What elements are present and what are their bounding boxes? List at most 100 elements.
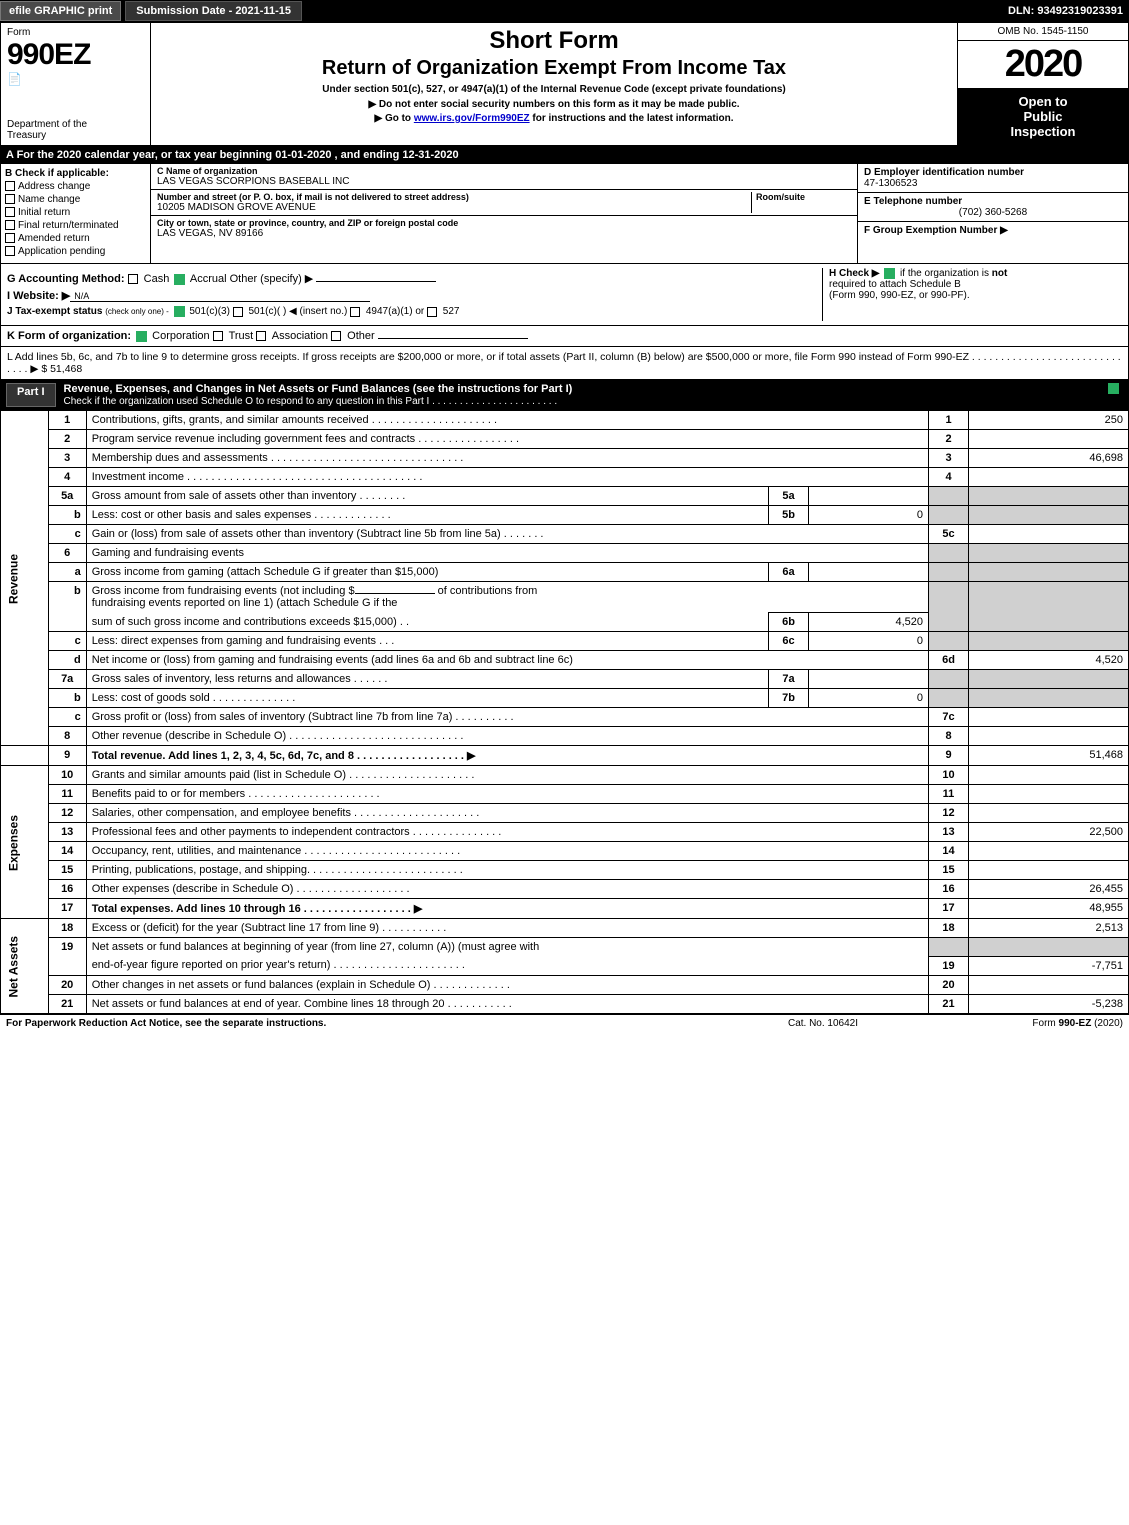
part1-check-icon[interactable] (1108, 383, 1119, 394)
subcol: 6c (769, 632, 809, 651)
subtitle-3: ▶ Go to www.irs.gov/Form990EZ for instru… (159, 113, 949, 124)
k-label: K Form of organization: (7, 330, 131, 342)
desc: Net assets or fund balances at beginning… (86, 938, 928, 957)
chk-assoc[interactable] (256, 331, 266, 341)
chk-address[interactable]: Address change (5, 181, 146, 192)
rval (969, 975, 1129, 994)
chk-accrual[interactable] (174, 274, 185, 285)
lnum: 12 (48, 804, 86, 823)
subval: 4,520 (809, 613, 929, 632)
rnum: 12 (929, 804, 969, 823)
desc: Membership dues and assessments . . . . … (86, 449, 928, 468)
rval: 26,455 (969, 880, 1129, 899)
efile-print-button[interactable]: efile GRAPHIC print (0, 1, 121, 21)
submission-date-button[interactable]: Submission Date - 2021-11-15 (125, 1, 302, 21)
desc: Grants and similar amounts paid (list in… (86, 766, 928, 785)
rnum: 18 (929, 919, 969, 938)
room-label: Room/suite (756, 192, 851, 202)
part1-title: Revenue, Expenses, and Changes in Net As… (64, 383, 1108, 407)
lnum: a (48, 563, 86, 582)
table-row: b Less: cost or other basis and sales ex… (1, 506, 1129, 525)
c-city-block: City or town, state or province, country… (151, 216, 857, 241)
sub3-post: for instructions and the latest informat… (530, 113, 734, 124)
rval: 250 (969, 411, 1129, 430)
shade (929, 563, 969, 582)
subcol: 6a (769, 563, 809, 582)
dept-line1: Department of the (7, 119, 87, 130)
rval (969, 727, 1129, 746)
desc: Other revenue (describe in Schedule O) .… (86, 727, 928, 746)
k-corp: Corporation (152, 330, 209, 342)
table-row: Expenses 10 Grants and similar amounts p… (1, 766, 1129, 785)
desc: Professional fees and other payments to … (86, 823, 928, 842)
table-row: 4 Investment income . . . . . . . . . . … (1, 468, 1129, 487)
d1: Gross income from fundraising events (no… (92, 585, 355, 597)
h-not: not (992, 268, 1008, 279)
expenses-vlabel: Expenses (1, 766, 49, 919)
desc: Net income or (loss) from gaming and fun… (86, 651, 928, 670)
chk-name[interactable]: Name change (5, 194, 146, 205)
rval: -7,751 (969, 956, 1129, 975)
chk-cash[interactable] (128, 274, 138, 284)
lnum: 19 (48, 938, 86, 976)
e-label: E Telephone number (864, 196, 962, 207)
row-j: J Tax-exempt status (check only one) - 5… (7, 306, 822, 317)
tax-year: 2020 (958, 41, 1128, 88)
subcol: 5a (769, 487, 809, 506)
rnum: 13 (929, 823, 969, 842)
shade (929, 938, 969, 957)
lnum: 21 (48, 994, 86, 1013)
table-row: c Gain or (loss) from sale of assets oth… (1, 525, 1129, 544)
irs-link[interactable]: www.irs.gov/Form990EZ (414, 113, 530, 124)
f3b: 990-EZ (1059, 1018, 1092, 1029)
chk-amended[interactable]: Amended return (5, 233, 146, 244)
chk-initial[interactable]: Initial return (5, 207, 146, 218)
rnum: 6d (929, 651, 969, 670)
e-phone: E Telephone number (702) 360-5268 (858, 193, 1128, 222)
row-l: L Add lines 5b, 6c, and 7b to line 9 to … (0, 347, 1129, 380)
chk-corp[interactable] (136, 331, 147, 342)
h-t1: if the organization is (900, 268, 992, 279)
rnum: 5c (929, 525, 969, 544)
lnum: c (48, 525, 86, 544)
rnum: 19 (929, 956, 969, 975)
row-g: G Accounting Method: Cash Accrual Other … (7, 272, 822, 285)
rval (969, 842, 1129, 861)
cash-label: Cash (144, 273, 170, 285)
chk-h[interactable] (884, 268, 895, 279)
chk-other[interactable] (331, 331, 341, 341)
shade (969, 544, 1129, 563)
accrual-label: Accrual (190, 273, 227, 285)
lnum: 20 (48, 975, 86, 994)
table-row: 14 Occupancy, rent, utilities, and maint… (1, 842, 1129, 861)
open-line2: Public (1023, 109, 1062, 124)
table-row: end-of-year figure reported on prior yea… (1, 956, 1129, 975)
chk-501c[interactable] (233, 307, 243, 317)
rnum: 14 (929, 842, 969, 861)
subval: 0 (809, 632, 929, 651)
chk-527[interactable] (427, 307, 437, 317)
subval (809, 670, 929, 689)
other-label: Other (specify) ▶ (230, 273, 314, 285)
part1-check-text: Check if the organization used Schedule … (64, 396, 558, 407)
chk-final[interactable]: Final return/terminated (5, 220, 146, 231)
header-right: OMB No. 1545-1150 2020 Open to Public In… (958, 23, 1128, 145)
j-o1: 501(c)(3) (189, 306, 230, 317)
rnum: 3 (929, 449, 969, 468)
lnum: 15 (48, 861, 86, 880)
rnum: 10 (929, 766, 969, 785)
chk-pending[interactable]: Application pending (5, 246, 146, 257)
table-row: c Less: direct expenses from gaming and … (1, 632, 1129, 651)
rnum: 7c (929, 708, 969, 727)
rval (969, 525, 1129, 544)
chk-trust[interactable] (213, 331, 223, 341)
subval: 0 (809, 689, 929, 708)
chk-4947[interactable] (350, 307, 360, 317)
shade (969, 487, 1129, 506)
short-form-title: Short Form (159, 27, 949, 55)
table-row: b Gross income from fundraising events (… (1, 582, 1129, 613)
chk-501c3[interactable] (174, 306, 185, 317)
shade (929, 487, 969, 506)
row-k: K Form of organization: Corporation Trus… (0, 326, 1129, 347)
desc: Gross profit or (loss) from sales of inv… (86, 708, 928, 727)
